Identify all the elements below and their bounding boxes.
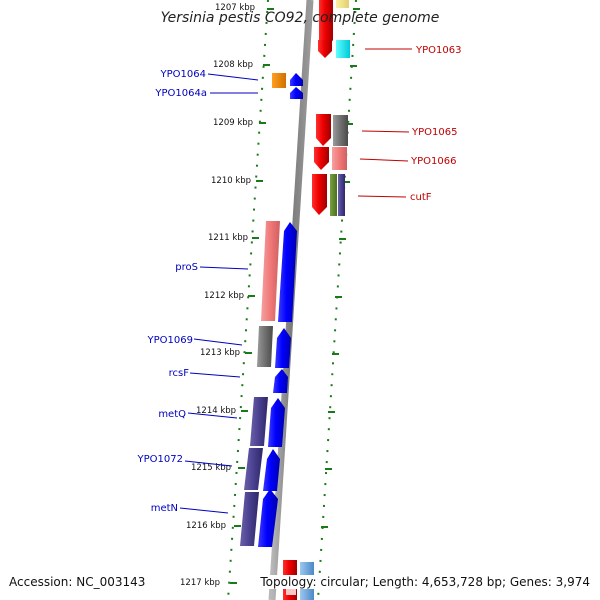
gene-label-ypo1065: YPO1065 — [411, 127, 457, 138]
gene-ypo1072-arrow — [263, 449, 280, 491]
kbp-label: 1211 kbp — [208, 233, 248, 243]
right-tick-guide — [317, 0, 357, 600]
genome-summary: Topology: circular; Length: 4,653,728 bp… — [260, 575, 590, 589]
gene-metq-arrow — [268, 398, 285, 447]
gene-label-ypo1063: YPO1063 — [415, 45, 461, 56]
forward-leader-lines — [179, 73, 259, 514]
accession-text: Accession: NC_003143 — [9, 575, 146, 589]
gene-ypo1064a-arrow — [290, 73, 303, 86]
kbp-label: 1216 kbp — [186, 521, 226, 531]
gene-label-metq: metQ — [158, 409, 186, 420]
gene-rcsf-arrow — [273, 369, 288, 393]
gene-ypo1066-arrow — [314, 147, 329, 170]
gene-ypo1064-homolog — [272, 73, 286, 88]
gene-label-metn: metN — [151, 503, 178, 514]
gene-metq-homolog — [250, 397, 268, 446]
gene-cutf-arrow — [312, 174, 327, 215]
kbp-label: 1212 kbp — [204, 291, 244, 301]
gene-label-ypo1064a: YPO1064a — [154, 88, 207, 99]
gene-ypo1069-homolog — [257, 326, 273, 367]
kbp-label: 1214 kbp — [196, 406, 236, 416]
gene-ypo1063-arrow — [318, 40, 332, 58]
kbp-label: 1207 kbp — [215, 3, 255, 13]
gene-pros-homolog — [261, 221, 280, 321]
gene-pros-arrow — [278, 222, 297, 322]
gene-label-cutf: cutF — [410, 192, 432, 203]
gene-cutf-homolog-b — [338, 174, 345, 216]
gene-metn-homolog — [240, 492, 259, 546]
kbp-label: 1213 kbp — [200, 348, 240, 358]
gene-label-rcsf: rcsF — [169, 368, 190, 379]
gene-ypo1063-homolog — [336, 40, 350, 58]
reverse-gene-block — [336, 0, 349, 8]
kbp-label: 1208 kbp — [213, 60, 253, 70]
kbp-label: 1210 kbp — [211, 176, 251, 186]
gene-ypo1069-arrow — [275, 328, 291, 368]
kbp-label: 1209 kbp — [213, 118, 253, 128]
gene-ypo1065-arrow — [316, 114, 331, 146]
gene-metn-arrow — [258, 489, 278, 547]
left-tick-guide — [227, 0, 269, 600]
map-title: Yersinia pestis CO92, complete genome — [160, 10, 440, 26]
gene-label-pros: proS — [175, 262, 198, 273]
kbp-label: 1217 kbp — [180, 578, 220, 588]
gene-cutf-homolog-a — [330, 174, 337, 216]
gene-ypo1065-homolog — [333, 115, 348, 146]
reverse-leader-lines — [357, 48, 412, 198]
gene-label-ypo1066: YPO1066 — [410, 156, 456, 167]
kbp-ticks — [230, 8, 360, 584]
kbp-label: 1215 kbp — [191, 463, 231, 473]
gene-ypo1064a-arrow — [290, 87, 303, 99]
reverse-gene-arrow — [319, 0, 333, 50]
gene-ypo1072-homolog — [244, 448, 263, 490]
gene-ypo1066-homolog — [332, 147, 347, 170]
gene-label-ypo1064: YPO1064 — [160, 69, 206, 80]
gene-label-ypo1069: YPO1069 — [147, 335, 193, 346]
gene-label-ypo1072: YPO1072 — [137, 454, 183, 465]
